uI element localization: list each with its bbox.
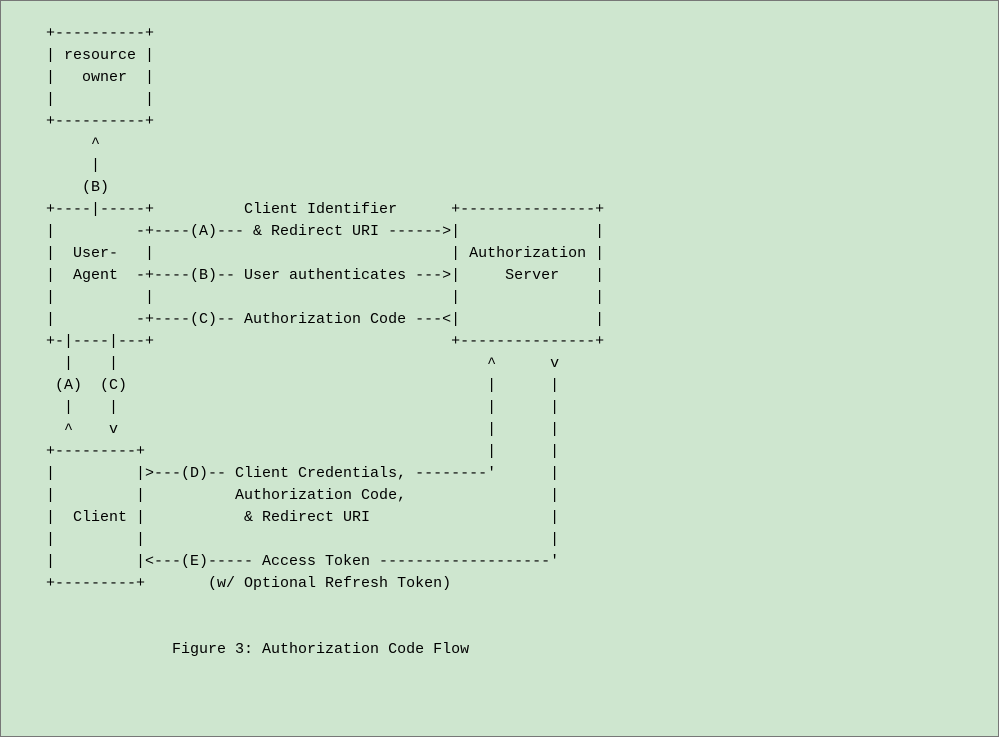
ascii-diagram: +----------+ | resource | | owner | | | …: [1, 1, 998, 661]
